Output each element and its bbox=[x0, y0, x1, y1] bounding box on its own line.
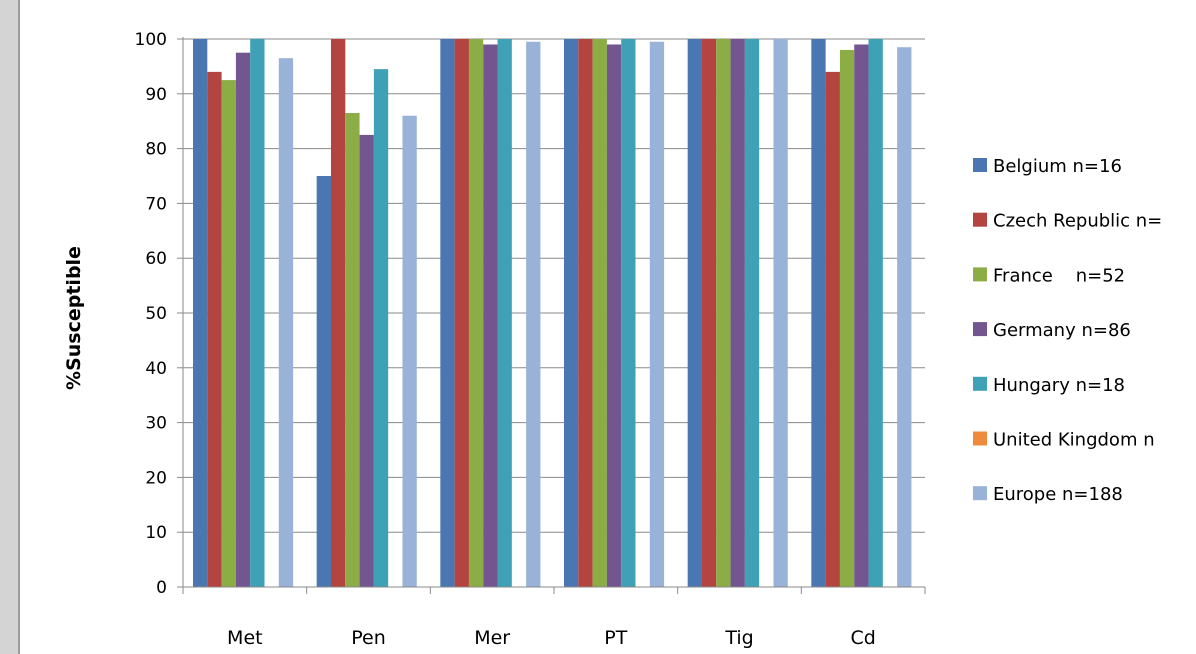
legend-swatch bbox=[973, 158, 987, 172]
bar bbox=[316, 176, 331, 587]
bar bbox=[468, 39, 484, 587]
bar bbox=[250, 39, 265, 587]
bar bbox=[564, 39, 579, 587]
bar bbox=[578, 39, 593, 587]
legend-label: Hungary n=18 bbox=[993, 375, 1125, 396]
bar bbox=[868, 39, 883, 587]
bar bbox=[773, 39, 788, 587]
bar bbox=[526, 41, 541, 588]
bar bbox=[330, 39, 346, 587]
bar bbox=[402, 115, 417, 587]
bar bbox=[373, 69, 389, 587]
bar bbox=[193, 39, 208, 587]
legend-swatch bbox=[973, 322, 987, 337]
bar bbox=[278, 58, 294, 588]
bar bbox=[649, 41, 665, 588]
y-tick-label: 20 bbox=[145, 468, 167, 488]
legend-swatch bbox=[973, 267, 987, 282]
y-tick-label: 10 bbox=[145, 523, 167, 543]
gridlines bbox=[183, 38, 925, 533]
y-tick-label: 90 bbox=[145, 85, 167, 105]
legend: Belgium n=16 Czech Republic n= France n=52… bbox=[973, 156, 1162, 505]
bar bbox=[497, 39, 512, 587]
y-axis-label: %Susceptible bbox=[63, 246, 85, 390]
y-tick-label: 100 bbox=[135, 30, 167, 50]
y-tick-label: 60 bbox=[145, 249, 167, 269]
y-tick-label: 80 bbox=[145, 140, 167, 160]
bar bbox=[825, 71, 840, 587]
x-tick-label: Mer bbox=[474, 627, 510, 649]
bar bbox=[483, 44, 498, 588]
x-tick-label: Cd bbox=[851, 627, 876, 649]
y-tick-labels: 0 10 20 30 40 50 60 70 80 90 100 bbox=[135, 30, 167, 598]
bar bbox=[221, 80, 236, 587]
bar bbox=[716, 39, 731, 587]
y-tick-label: 40 bbox=[145, 359, 167, 379]
legend-label: Czech Republic n= bbox=[993, 211, 1162, 232]
y-tick-label: 50 bbox=[145, 304, 167, 324]
bar bbox=[839, 49, 855, 587]
legend-swatch bbox=[973, 431, 987, 446]
bar bbox=[345, 112, 360, 587]
legend-swatch bbox=[973, 486, 987, 501]
legend-label: Europe n=188 bbox=[993, 484, 1123, 505]
y-tick-label: 30 bbox=[145, 414, 167, 434]
legend-label: Belgium n=16 bbox=[993, 156, 1122, 177]
window-frame-left bbox=[0, 0, 20, 654]
legend-label: Germany n=86 bbox=[993, 320, 1131, 341]
y-tick-label: 0 bbox=[156, 578, 167, 598]
bar bbox=[621, 39, 636, 587]
bar bbox=[235, 52, 251, 587]
bar bbox=[897, 47, 912, 588]
bar bbox=[592, 39, 607, 587]
legend-swatch bbox=[973, 376, 987, 391]
legend-label: France n=52 bbox=[993, 265, 1125, 286]
x-tick-label: PT bbox=[604, 627, 627, 649]
legend-swatch bbox=[973, 212, 987, 227]
bar bbox=[811, 39, 826, 587]
bar bbox=[854, 44, 869, 588]
x-tick-labels: Met Pen Mer PT Tig Cd bbox=[227, 627, 876, 649]
legend-label: United Kingdom n bbox=[993, 430, 1155, 451]
bar bbox=[730, 39, 745, 587]
bar bbox=[744, 39, 760, 587]
bar bbox=[359, 134, 374, 587]
bar bbox=[687, 39, 702, 587]
bar bbox=[701, 39, 717, 587]
bars bbox=[193, 39, 912, 588]
x-tick-label: Tig bbox=[724, 627, 753, 649]
bar bbox=[207, 71, 222, 587]
x-tick-label: Met bbox=[227, 627, 263, 649]
bar bbox=[454, 39, 469, 587]
y-tick-label: 70 bbox=[145, 194, 167, 214]
x-tick-label: Pen bbox=[351, 627, 386, 649]
axes bbox=[177, 37, 926, 594]
bar bbox=[606, 44, 622, 588]
bar bbox=[440, 39, 455, 587]
